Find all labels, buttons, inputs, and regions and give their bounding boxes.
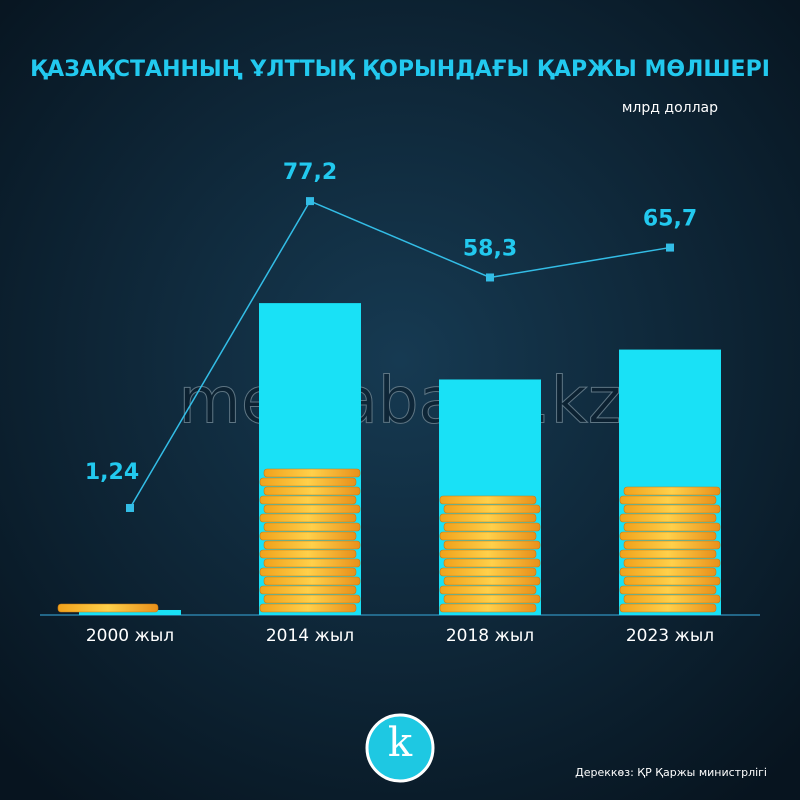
coin (259, 477, 357, 487)
coin (619, 549, 717, 559)
watermark: mediabase.kz (179, 365, 622, 439)
coin (439, 531, 537, 541)
line-point (666, 243, 674, 252)
coin (57, 603, 159, 613)
coin (439, 585, 537, 595)
coin (623, 594, 721, 604)
coin (263, 504, 361, 514)
coin (439, 549, 537, 559)
coin (619, 567, 717, 577)
coin (439, 513, 537, 523)
coin (443, 522, 541, 532)
coin (623, 540, 721, 550)
x-tick-label: 2018 жыл (446, 626, 534, 646)
coin (259, 585, 357, 595)
coin (623, 522, 721, 532)
x-tick-label: 2014 жыл (266, 626, 354, 646)
coin (439, 495, 537, 505)
coin (443, 504, 541, 514)
chart-title: ҚАЗАҚСТАННЫҢ ҰЛТТЫҚ ҚОРЫНДАҒЫ ҚАРЖЫ МӨЛШ… (30, 57, 770, 82)
coin (619, 603, 717, 613)
coin (263, 468, 361, 478)
coin (263, 486, 361, 496)
coin (263, 522, 361, 532)
coin (619, 531, 717, 541)
value-label: 58,3 (463, 236, 517, 261)
coin (443, 540, 541, 550)
source: Дереккөз: ҚР Қаржы министрлігі (575, 766, 767, 779)
coin (443, 594, 541, 604)
x-tick-label: 2023 жыл (626, 626, 714, 646)
line (129, 200, 671, 509)
coin (443, 558, 541, 568)
value-label: 1,24 (85, 460, 139, 485)
coin (439, 603, 537, 613)
coin (263, 576, 361, 586)
logo-text: k (388, 720, 413, 766)
x-tick-label: 2000 жыл (86, 626, 174, 646)
line-point (126, 503, 134, 512)
logo (365, 713, 435, 783)
coin (623, 504, 721, 514)
coin (623, 558, 721, 568)
coin (619, 585, 717, 595)
coin (623, 486, 721, 496)
coin (619, 495, 717, 505)
line-point (486, 273, 494, 282)
coin (619, 513, 717, 523)
unit-label: млрд доллар (622, 100, 718, 116)
coin (443, 576, 541, 586)
value-label: 65,7 (643, 207, 697, 232)
coin (259, 495, 357, 505)
coin (259, 531, 357, 541)
bar (79, 609, 181, 615)
coin (259, 513, 357, 523)
coin (259, 549, 357, 559)
coin (263, 594, 361, 604)
coin (263, 558, 361, 568)
coin (259, 567, 357, 577)
line-point (306, 197, 314, 206)
value-label: 77,2 (283, 160, 337, 185)
coin (263, 540, 361, 550)
coin (259, 603, 357, 613)
coin (439, 567, 537, 577)
coin (623, 576, 721, 586)
